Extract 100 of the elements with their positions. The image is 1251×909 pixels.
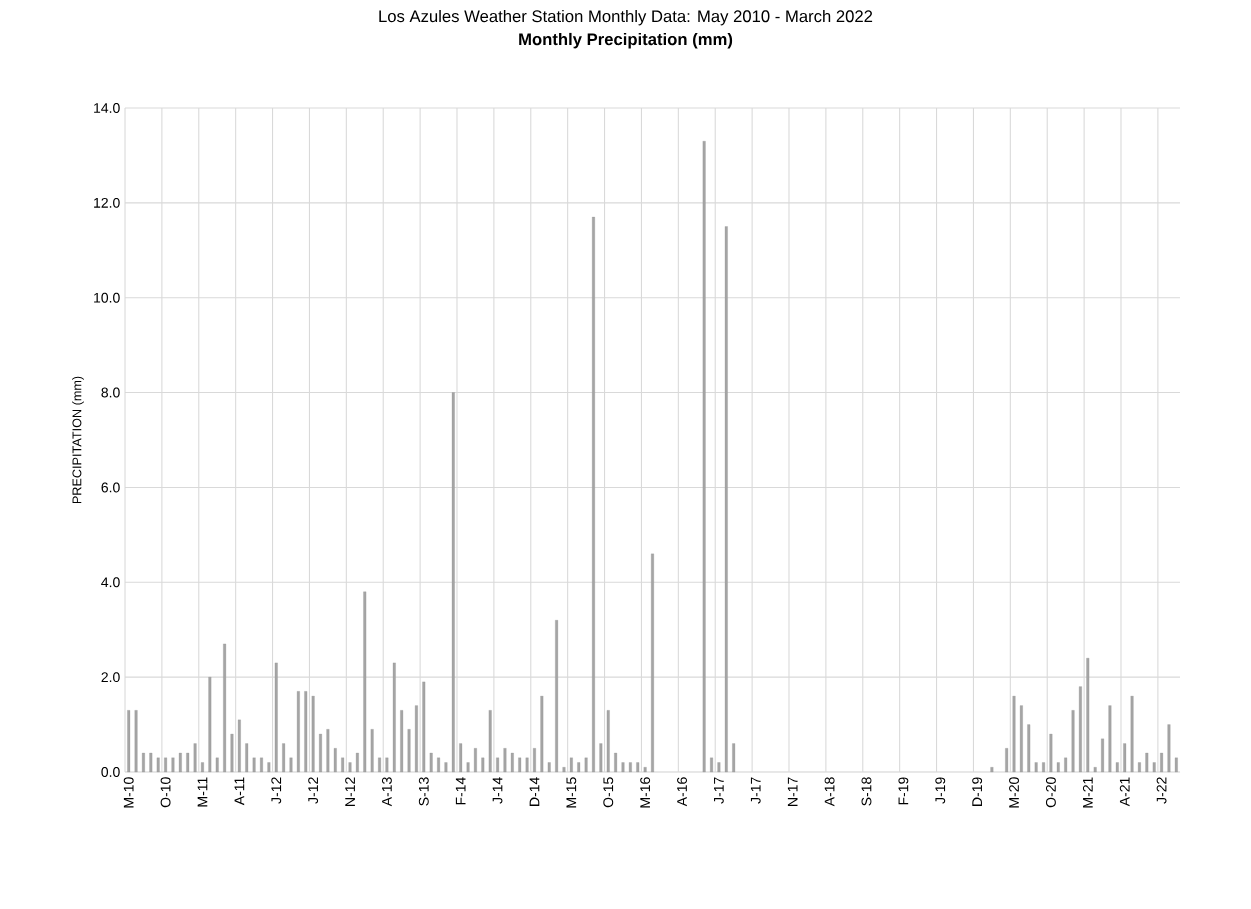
bar bbox=[245, 743, 249, 773]
bar bbox=[1145, 752, 1149, 773]
x-tick-label: J-12 bbox=[308, 777, 319, 804]
x-tick-label: A-11 bbox=[234, 777, 245, 806]
bar bbox=[1042, 762, 1045, 773]
y-tick-label: 2.0 bbox=[101, 672, 120, 683]
bar bbox=[547, 762, 551, 773]
bar bbox=[1064, 757, 1068, 773]
bar bbox=[407, 729, 411, 773]
bar bbox=[466, 762, 470, 773]
bar bbox=[282, 743, 286, 773]
bar bbox=[348, 762, 352, 773]
bar bbox=[1071, 710, 1075, 773]
bar bbox=[237, 719, 241, 773]
bar bbox=[1027, 724, 1031, 773]
bar bbox=[606, 710, 610, 773]
bar bbox=[296, 691, 300, 773]
bar bbox=[186, 752, 190, 773]
bar bbox=[1019, 705, 1023, 773]
bar bbox=[518, 757, 522, 773]
bar bbox=[533, 748, 536, 773]
bar bbox=[614, 752, 618, 773]
x-tick-label: M-20 bbox=[1009, 777, 1019, 808]
bar bbox=[127, 710, 131, 773]
bar bbox=[496, 757, 500, 773]
bar bbox=[164, 757, 168, 773]
bar bbox=[333, 748, 337, 773]
bar bbox=[230, 733, 234, 773]
bar bbox=[1174, 757, 1178, 773]
bar bbox=[1123, 743, 1127, 773]
x-tick-label: J-12 bbox=[271, 777, 282, 804]
bar bbox=[459, 743, 463, 773]
bar bbox=[732, 743, 736, 773]
bar bbox=[555, 620, 559, 773]
bar bbox=[1086, 658, 1090, 773]
bar bbox=[304, 691, 308, 773]
y-tick-label: 0.0 bbox=[101, 767, 120, 777]
y-tick-label: 12.0 bbox=[94, 197, 120, 208]
bar bbox=[1115, 762, 1119, 773]
bar bbox=[201, 762, 204, 773]
y-tick-label: 14.0 bbox=[94, 103, 120, 113]
bar bbox=[400, 710, 404, 773]
bar bbox=[569, 757, 573, 773]
bar bbox=[414, 705, 418, 773]
y-tick-label: 6.0 bbox=[101, 482, 120, 493]
bar bbox=[392, 662, 396, 773]
x-tick-label: O-20 bbox=[1045, 777, 1056, 808]
bar bbox=[178, 752, 182, 773]
bar bbox=[562, 767, 566, 773]
bar bbox=[1160, 752, 1164, 773]
y-tick-label: 8.0 bbox=[101, 387, 120, 398]
bar bbox=[363, 591, 367, 773]
bar bbox=[1012, 695, 1016, 773]
bar bbox=[481, 757, 485, 773]
bar bbox=[437, 757, 440, 773]
bar bbox=[193, 743, 197, 773]
x-tick-label: J-17 bbox=[750, 777, 761, 804]
x-tick-label: M-21 bbox=[1082, 777, 1093, 808]
x-tick-label: A-13 bbox=[381, 777, 392, 807]
bar bbox=[341, 757, 345, 773]
bar bbox=[252, 757, 256, 773]
x-tick-label: M-15 bbox=[566, 777, 577, 808]
bar bbox=[710, 757, 713, 773]
x-tick-label: A-21 bbox=[1119, 777, 1130, 807]
bar bbox=[636, 762, 640, 773]
bar bbox=[149, 752, 153, 773]
x-tick-label: N-17 bbox=[787, 777, 798, 806]
bar bbox=[260, 757, 263, 773]
bar bbox=[215, 757, 219, 773]
bar bbox=[429, 752, 433, 773]
bar bbox=[643, 767, 647, 773]
x-tick-label: A-18 bbox=[824, 777, 835, 807]
y-tick-label: 10.0 bbox=[94, 292, 120, 303]
bar bbox=[355, 752, 359, 773]
bar bbox=[990, 767, 994, 773]
bar bbox=[628, 762, 632, 773]
x-tick-label: D-19 bbox=[972, 777, 983, 806]
x-tick-label: J-14 bbox=[492, 777, 503, 804]
bar bbox=[208, 677, 212, 773]
x-tick-label: F-19 bbox=[898, 777, 909, 805]
bar bbox=[1056, 762, 1060, 773]
x-tick-label: A-16 bbox=[677, 777, 687, 807]
bar bbox=[326, 729, 330, 773]
x-tick-label: D-14 bbox=[529, 777, 540, 806]
bar bbox=[592, 216, 595, 773]
bar bbox=[422, 681, 426, 773]
bar bbox=[488, 710, 492, 773]
bar bbox=[1130, 695, 1134, 773]
bar bbox=[1152, 762, 1156, 773]
x-tick-label: M-10 bbox=[123, 777, 134, 808]
bar bbox=[1005, 748, 1009, 773]
x-tick-label: S-13 bbox=[418, 777, 429, 806]
bar bbox=[599, 743, 603, 773]
bar bbox=[171, 757, 175, 773]
bar bbox=[724, 226, 728, 773]
x-tick-label: M-11 bbox=[197, 777, 208, 807]
bar bbox=[370, 729, 374, 773]
chart-title: Los Azules Weather Station Monthly Data: May 2010 - March 2022 bbox=[379, 9, 873, 26]
bar bbox=[1093, 767, 1097, 773]
bar bbox=[274, 662, 278, 773]
